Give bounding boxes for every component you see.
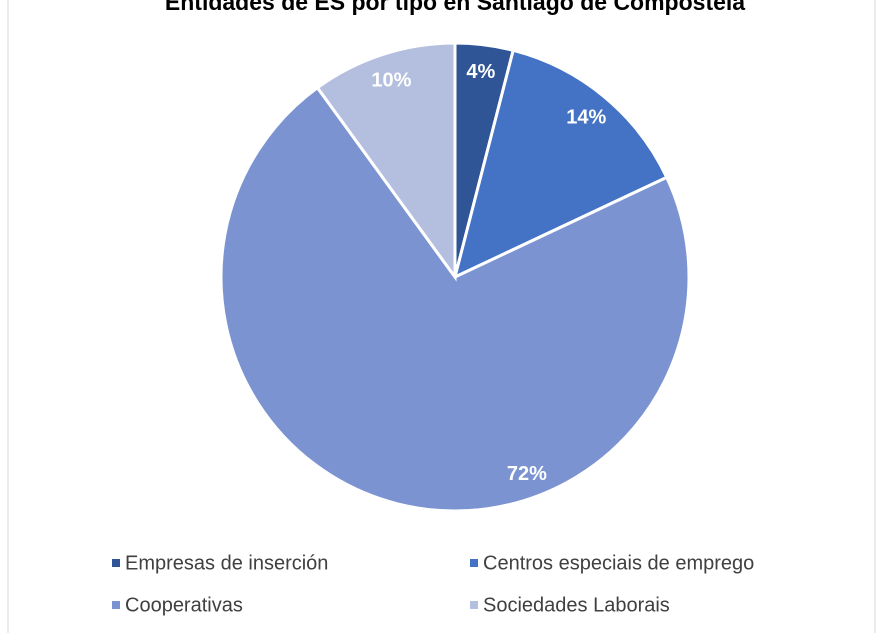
data-label: 72% [507, 463, 547, 485]
chart-title: Entidades de ES por tipo en Santiago de … [165, 0, 745, 15]
legend-swatch [470, 559, 478, 567]
data-label: 10% [371, 69, 411, 91]
pie-slice [315, 41, 457, 282]
data-label: 4% [466, 61, 495, 83]
pie-slice [219, 85, 691, 513]
legend-label: Empresas de inserción [125, 552, 328, 574]
legend-label: Sociedades Laborais [483, 594, 670, 616]
legend-swatch [112, 601, 120, 609]
legend-label: Centros especiais de emprego [483, 552, 754, 574]
pie-slice [452, 48, 669, 280]
legend-label: Cooperativas [125, 594, 243, 616]
legend-swatch [112, 559, 120, 567]
legend-swatch [470, 601, 478, 609]
data-label: 14% [566, 107, 606, 129]
